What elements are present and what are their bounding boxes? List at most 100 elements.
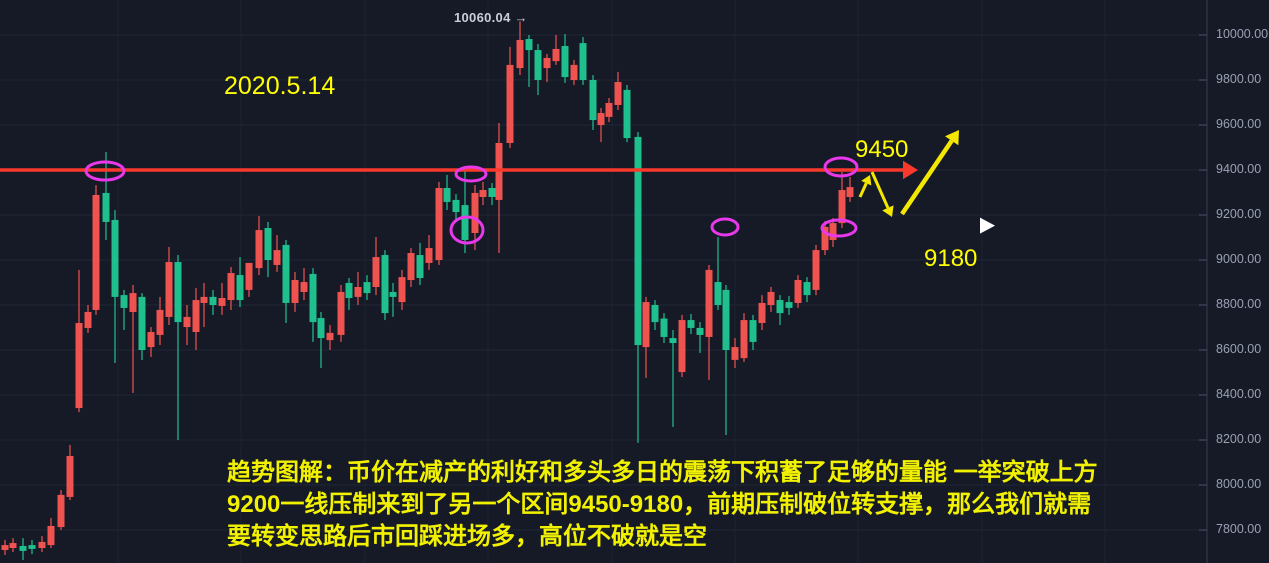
candle-down [416, 255, 424, 278]
price-axis-label: 9400.00 [1216, 162, 1262, 176]
candle-up [372, 257, 380, 287]
pullback-down-arrow-shaft [870, 171, 890, 209]
pullback-down-arrow [870, 171, 894, 217]
breakout-up-big-arrow-shaft [900, 139, 954, 216]
candle-down [28, 545, 36, 549]
highlight-ellipse [710, 217, 740, 237]
candle-up [326, 332, 334, 341]
price-axis-label: 9800.00 [1216, 72, 1262, 86]
candle-down [561, 46, 569, 78]
candle-down [669, 338, 677, 344]
highlight-ellipse [454, 165, 488, 183]
candle-up [227, 273, 235, 301]
candle-up [291, 280, 299, 303]
candle-up [300, 282, 308, 292]
candle-down [623, 89, 631, 139]
candle-down [651, 305, 659, 323]
candle-down [120, 295, 128, 308]
candle-up [705, 269, 713, 337]
commentary-line-1: 趋势图解：币价在减产的利好和多头多日的震荡下积蓄了足够的量能 一举突破上方 [227, 459, 1098, 486]
candle-up [129, 293, 137, 312]
candle-down [687, 320, 695, 328]
price-axis-label: 7800.00 [1216, 522, 1262, 536]
highlight-ellipse [84, 160, 126, 182]
candle-down [749, 320, 757, 342]
candle-up [92, 194, 100, 310]
candle-down [111, 219, 119, 297]
candle-up [740, 320, 748, 359]
candle-down [236, 275, 244, 301]
candle-up [758, 302, 766, 323]
candle-up [829, 223, 837, 240]
candle-up [479, 190, 487, 197]
candle-up [47, 525, 55, 546]
candle-up [183, 316, 191, 328]
candle-up [200, 296, 208, 303]
highlight-ellipse [449, 215, 485, 245]
price-axis-label: 8600.00 [1216, 342, 1262, 356]
candle-up [273, 250, 281, 265]
candle-up [66, 455, 74, 497]
candle-down [317, 318, 325, 339]
candle-up [642, 302, 650, 348]
candle-down [722, 289, 730, 350]
candle-down [389, 291, 397, 297]
candle-up [337, 291, 345, 335]
candle-up [821, 226, 829, 251]
pullback-down-arrow-head [882, 205, 894, 217]
bounce-up-small-arrow-shaft [858, 182, 868, 198]
candle-down [803, 282, 811, 296]
candle-up [425, 248, 433, 263]
candle-down [660, 318, 668, 337]
highlight-ellipse [820, 218, 858, 238]
candle-up [570, 64, 578, 80]
price-axis-label: 8400.00 [1216, 387, 1262, 401]
commentary-line-2: 9200一线压制来到了另一个区间9450-9180，前期压制破位转支撑，那么我们… [227, 491, 1092, 518]
candle-down [345, 282, 353, 299]
candle-down [776, 300, 784, 314]
candle-down [696, 327, 704, 335]
price-axis-label: 8800.00 [1216, 297, 1262, 311]
candle-up [218, 298, 226, 306]
candle-up [767, 291, 775, 305]
candle-up [435, 188, 443, 260]
resistance-price-label: 9450 [855, 136, 909, 163]
candle-up [57, 494, 65, 528]
candle-up [38, 541, 46, 548]
price-axis-label: 8200.00 [1216, 432, 1262, 446]
candle-up [398, 277, 406, 303]
candle-up [605, 102, 613, 117]
high-price-label: 10060.04 → [454, 10, 528, 25]
candle-down [174, 262, 182, 323]
candle-up [165, 262, 173, 317]
bounce-up-small-arrow-head [861, 175, 872, 186]
candle-up [9, 543, 17, 548]
candle-down [309, 273, 317, 323]
candle-up [255, 230, 263, 269]
price-axis-label: 9600.00 [1216, 117, 1262, 131]
resistance-line-arrow-head [903, 160, 918, 180]
candle-up [731, 347, 739, 360]
candle-down [381, 255, 389, 314]
candle-up [614, 82, 622, 105]
candle-down [452, 199, 460, 213]
candle-up [407, 253, 415, 281]
candle-up [245, 262, 253, 290]
bounce-up-small-arrow [858, 175, 872, 198]
candle-up [846, 187, 854, 197]
candle-up [147, 332, 155, 348]
candle-up [812, 250, 820, 290]
candle-down [785, 302, 793, 308]
candle-down [534, 50, 542, 80]
candle-up [192, 300, 200, 332]
breakout-up-big-arrow-head [945, 130, 959, 146]
candle-down [461, 205, 469, 240]
candle-down [634, 136, 642, 346]
candle-up [794, 280, 802, 303]
candle-down [282, 244, 290, 303]
candle-up [678, 320, 686, 373]
candle-down [488, 188, 496, 197]
candle-up [543, 57, 551, 69]
commentary-line-3: 要转变思路后市回踩进场多，高位不破就是空 [227, 523, 707, 550]
